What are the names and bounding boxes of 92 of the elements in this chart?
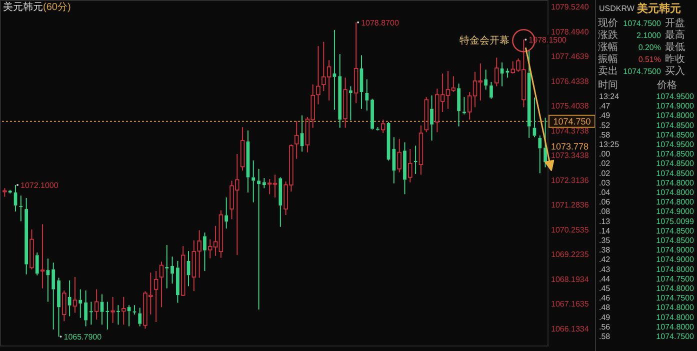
y-tick-label: 1068.1934 xyxy=(551,274,590,284)
text: .06 xyxy=(599,198,611,207)
text: 1074.8000 xyxy=(656,178,695,188)
text: 1073.778 xyxy=(551,141,589,152)
text: .56 xyxy=(599,322,611,332)
text: .42 xyxy=(599,255,611,264)
text: 涨幅 xyxy=(598,41,618,53)
text: 1074.8500 xyxy=(656,130,695,140)
text: .13 xyxy=(599,216,611,226)
y-tick-label: 1077.4639 xyxy=(551,52,590,62)
text: 1074.9500 xyxy=(656,140,695,149)
text: 1074.8500 xyxy=(656,236,695,245)
annotation: 1065.7900 xyxy=(64,332,102,342)
text: 13:24 xyxy=(599,92,620,101)
ref-line-label: 1074.750 xyxy=(553,116,591,126)
text: 1074.8500 xyxy=(656,120,695,130)
text: .49 xyxy=(599,312,611,322)
text: 开盘 xyxy=(665,17,685,29)
text: .58 xyxy=(599,130,611,140)
text: .52 xyxy=(599,120,611,130)
text: .46 xyxy=(599,294,611,303)
text: 振幅 xyxy=(598,53,618,65)
text: 1075.0099 xyxy=(656,216,695,226)
text: 买入 xyxy=(665,65,685,77)
text: .58 xyxy=(599,332,611,341)
text: 价格 xyxy=(656,79,677,91)
text: 1074.8000 xyxy=(656,322,695,332)
text: 1074.8000 xyxy=(656,264,695,274)
y-tick-label: 1076.4338 xyxy=(551,76,590,86)
text: .47 xyxy=(599,102,611,111)
text: 1074.8000 xyxy=(656,303,695,312)
annotation: 特金会开幕 xyxy=(460,34,510,47)
text: .03 xyxy=(599,178,611,188)
y-tick-label: 1069.2235 xyxy=(551,250,590,260)
y-tick-label: 1071.2836 xyxy=(551,200,590,210)
text: 1074.8500 xyxy=(656,168,695,178)
y-tick-label: 1073.3438 xyxy=(551,151,590,160)
text: 1074.8500 xyxy=(656,159,695,168)
text: 1074.8500 xyxy=(656,226,695,236)
text: 1074.8000 xyxy=(656,111,695,120)
text: 时间 xyxy=(598,79,618,91)
text: .02 xyxy=(599,168,611,178)
text: 13:25 xyxy=(599,140,620,149)
text: .38 xyxy=(599,246,611,255)
y-tick-label: 1078.4940 xyxy=(551,27,590,36)
text: 1074.9000 xyxy=(656,102,695,111)
text: 美元韩元 xyxy=(636,2,681,15)
text: .45 xyxy=(599,284,611,293)
text: .04 xyxy=(599,188,611,197)
text: 最高 xyxy=(665,29,685,41)
y-tick-label: 1066.1334 xyxy=(551,324,590,334)
text: 1074.9000 xyxy=(656,246,695,255)
annotation: 1072.1000 xyxy=(20,181,59,190)
text: .14 xyxy=(599,226,611,236)
text: 涨跌 xyxy=(598,29,618,41)
text: 昨收 xyxy=(665,53,685,65)
chart-subtitle: (60分) xyxy=(43,1,71,13)
text: .43 xyxy=(599,264,611,274)
text: 1074.7500 xyxy=(656,294,695,303)
text: .49 xyxy=(599,111,611,120)
text: 1074.8000 xyxy=(656,312,695,322)
annotation: 1078.8700 xyxy=(361,18,400,28)
y-tick-label: 1075.4038 xyxy=(551,102,590,111)
text: 现价 xyxy=(598,17,618,29)
text: 1074.8500 xyxy=(656,150,695,159)
text: 1074.7500 xyxy=(623,19,662,28)
text: 1074.8000 xyxy=(656,284,695,293)
text: 0.20% xyxy=(638,43,661,52)
text: 1074.9500 xyxy=(656,92,695,101)
y-tick-label: 1079.5240 xyxy=(551,2,590,12)
text: 1074.7500 xyxy=(623,67,662,76)
text: 1074.8000 xyxy=(656,198,695,207)
text: .35 xyxy=(599,236,611,245)
text: 1074.9000 xyxy=(656,255,695,264)
text: 1074.8000 xyxy=(656,188,695,197)
text: USDKRW xyxy=(599,4,635,13)
text: 卖出 xyxy=(598,65,618,77)
text: 2.1000 xyxy=(636,31,662,40)
text: .48 xyxy=(599,303,611,312)
text: 1074.7500 xyxy=(656,274,695,284)
y-tick-label: 1072.3136 xyxy=(551,176,590,185)
y-tick-label: 1070.2535 xyxy=(551,225,590,234)
text: .44 xyxy=(599,274,611,284)
text: 最低 xyxy=(665,42,685,53)
y-tick-label: 1067.1635 xyxy=(551,300,590,309)
text: 0.51% xyxy=(638,55,661,64)
y-tick-label: 1074.3738 xyxy=(551,126,590,136)
text: 1074.7500 xyxy=(656,332,695,341)
text: .02 xyxy=(599,159,611,168)
text: .00 xyxy=(599,150,611,159)
text: 1074.9000 xyxy=(656,207,695,216)
text: .08 xyxy=(599,207,611,216)
